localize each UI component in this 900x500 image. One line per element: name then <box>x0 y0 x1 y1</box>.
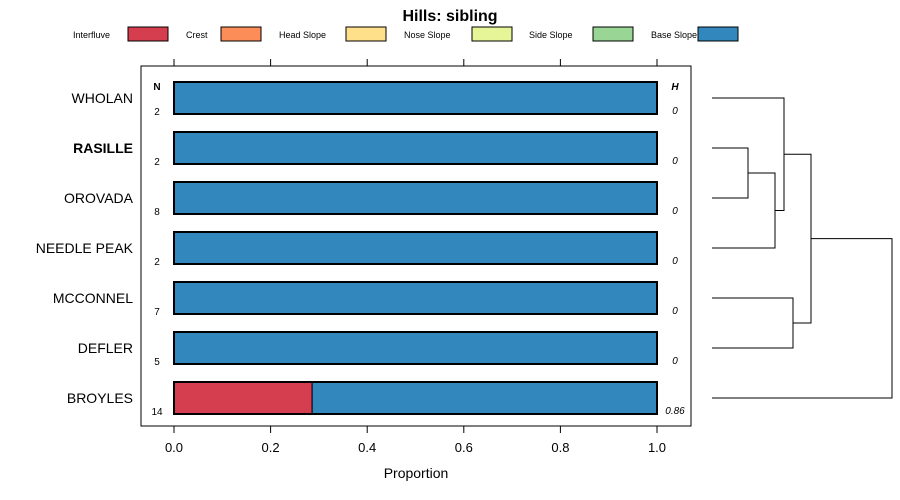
legend-label-nose-slope: Nose Slope <box>404 30 451 40</box>
bar-segment-base-slope <box>173 181 658 215</box>
x-tick-label: 1.0 <box>648 440 666 455</box>
bar-segment-base-slope <box>173 331 658 365</box>
legend-label-side-slope: Side Slope <box>529 30 573 40</box>
bar-outline <box>173 331 658 365</box>
category-label: MCCONNEL <box>53 290 133 306</box>
top-axis-ticks <box>173 59 658 66</box>
h-header: H <box>671 82 679 93</box>
row-mcconnel: MCCONNEL 7 0 <box>53 281 678 318</box>
x-tick-label: 0.4 <box>358 440 376 455</box>
n-value: 5 <box>154 357 160 368</box>
n-header: N <box>153 82 160 93</box>
x-tick-label: 0.8 <box>551 440 569 455</box>
bar-outline <box>173 231 658 265</box>
legend-label-base-slope: Base Slope <box>651 30 697 40</box>
row-defler: DEFLER 5 0 <box>78 331 678 368</box>
x-axis-label: Proportion <box>384 465 449 481</box>
h-value: 0 <box>672 256 678 267</box>
x-tick-label: 0.0 <box>165 440 183 455</box>
legend-swatch-nose-slope <box>471 26 513 42</box>
n-value: 7 <box>154 307 160 318</box>
h-value: 0.86 <box>665 406 685 417</box>
n-value: 14 <box>151 407 163 418</box>
bar-segment-interfluve <box>173 381 313 415</box>
x-tick-label: 0.6 <box>455 440 473 455</box>
bar-segment-base-slope <box>173 281 658 315</box>
bar-outline <box>173 181 658 215</box>
h-value: 0 <box>672 106 678 117</box>
n-value: 8 <box>154 207 160 218</box>
bar-outline <box>173 281 658 315</box>
bar-segment-base-slope <box>173 131 658 165</box>
n-value: 2 <box>154 107 160 118</box>
bar-segment-base-slope <box>173 81 658 115</box>
row-wholan: WHOLAN 2 0 <box>72 81 678 118</box>
legend-swatch-side-slope <box>592 26 634 42</box>
bar-outline <box>173 381 658 415</box>
legend-swatch-head-slope <box>345 26 387 42</box>
row-orovada: OROVADA 8 0 <box>64 181 678 218</box>
legend-label-head-slope: Head Slope <box>279 30 326 40</box>
row-broyles: BROYLES 14 0.86 <box>67 381 685 418</box>
h-value: 0 <box>672 156 678 167</box>
x-tick-label: 0.2 <box>262 440 280 455</box>
plot-frame <box>140 65 692 427</box>
dendrogram-link <box>712 172 776 249</box>
legend-swatch-base-slope <box>697 26 739 42</box>
bar-segment-base-slope <box>173 231 658 265</box>
category-label: RASILLE <box>73 140 133 156</box>
chart-title: Hills: sibling <box>402 8 497 25</box>
bar-outline <box>173 81 658 115</box>
legend-swatch-interfluve <box>127 26 169 42</box>
category-label: BROYLES <box>67 390 133 406</box>
category-label: OROVADA <box>64 190 134 206</box>
legend-swatch-crest <box>220 26 262 42</box>
bar-segment-base-slope <box>311 381 658 415</box>
h-value: 0 <box>672 306 678 317</box>
h-value: 0 <box>672 356 678 367</box>
x-axis: 0.0 0.2 0.4 0.6 0.8 1.0 <box>165 426 666 455</box>
n-value: 2 <box>154 257 160 268</box>
h-value: 0 <box>672 206 678 217</box>
dendrogram-link <box>712 238 893 399</box>
dendrogram <box>712 97 893 399</box>
dendrogram-link <box>712 147 749 199</box>
category-label: DEFLER <box>78 340 133 356</box>
dendrogram-link <box>712 297 794 349</box>
bar-outline <box>173 131 658 165</box>
category-label: NEEDLE PEAK <box>36 240 134 256</box>
legend-label-crest: Crest <box>186 30 208 40</box>
legend: Interfluve Crest Head Slope Nose Slope Side … <box>73 26 739 42</box>
row-needle-peak: NEEDLE PEAK 2 0 <box>36 231 678 268</box>
n-value: 2 <box>154 157 160 168</box>
row-rasille: RASILLE 2 0 <box>73 131 678 168</box>
category-label: WHOLAN <box>72 90 133 106</box>
legend-label-interfluve: Interfluve <box>73 30 110 40</box>
